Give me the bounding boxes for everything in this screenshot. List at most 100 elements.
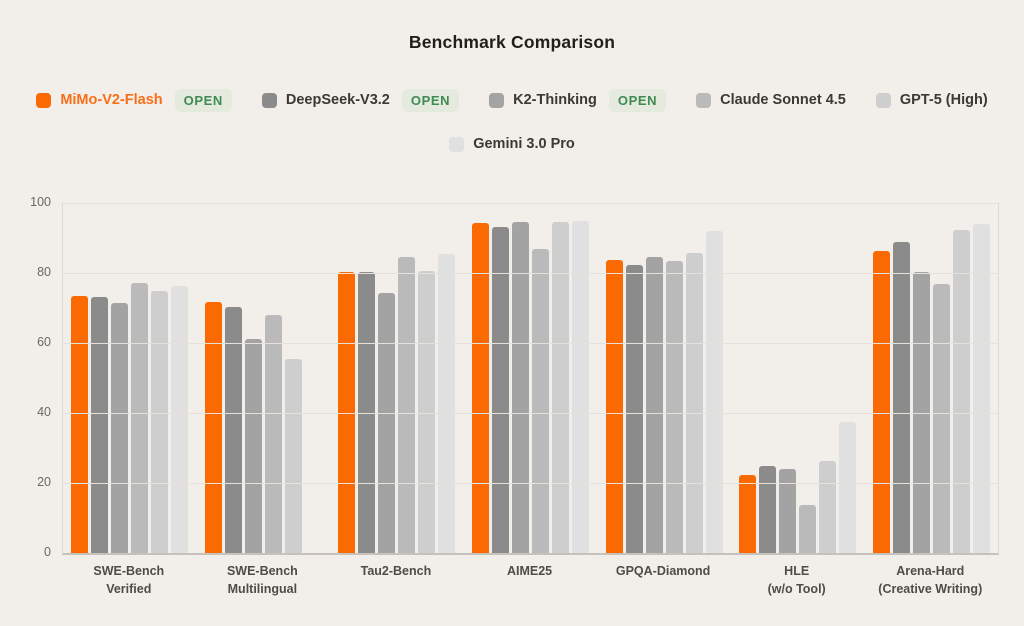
bar bbox=[972, 224, 990, 553]
bar-slot bbox=[799, 203, 817, 553]
bar bbox=[779, 469, 797, 553]
bar-slot bbox=[224, 203, 242, 553]
bar-slot bbox=[378, 203, 396, 553]
bar bbox=[572, 220, 590, 553]
bar-slot bbox=[492, 203, 510, 553]
bar-slot bbox=[398, 203, 416, 553]
chart-legend: MiMo-V2-Flash OPEN DeepSeek-V3.2 OPEN K2-Thi… bbox=[0, 86, 1024, 174]
bar-slot bbox=[892, 203, 910, 553]
bar bbox=[398, 256, 416, 553]
legend-swatch-icon bbox=[875, 92, 891, 108]
legend-swatch-icon bbox=[261, 92, 277, 108]
bar-slot bbox=[131, 203, 149, 553]
bar bbox=[378, 292, 396, 553]
gridline bbox=[63, 273, 998, 274]
bar bbox=[685, 253, 703, 553]
bar-group bbox=[597, 203, 731, 553]
bar-slot bbox=[932, 203, 950, 553]
bar bbox=[952, 229, 970, 553]
bar bbox=[284, 359, 302, 553]
legend-item: Claude Sonnet 4.5 bbox=[696, 92, 846, 108]
bar bbox=[91, 297, 109, 553]
y-axis-tick-label: 20 bbox=[37, 475, 51, 489]
x-axis-category-label: SWE-Bench Multilingual bbox=[226, 564, 298, 597]
bar bbox=[932, 284, 950, 553]
bar-slot bbox=[572, 203, 590, 553]
bar bbox=[625, 264, 643, 553]
y-axis-tick-label: 40 bbox=[37, 405, 51, 419]
bar-slot bbox=[338, 203, 356, 553]
bar-slot bbox=[171, 203, 189, 553]
bar bbox=[438, 254, 456, 553]
x-axis-labels: SWE-Bench Verified SWE-Bench Multilingual… bbox=[62, 562, 997, 598]
bar bbox=[552, 221, 570, 553]
bar-slot bbox=[779, 203, 797, 553]
bar bbox=[492, 226, 510, 553]
legend-item: MiMo-V2-Flash OPEN bbox=[36, 88, 232, 112]
gridline bbox=[63, 483, 998, 484]
bar bbox=[131, 282, 149, 553]
bar bbox=[224, 306, 242, 553]
legend-swatch-icon bbox=[489, 92, 505, 108]
bar-slot bbox=[264, 203, 282, 553]
bar-slot bbox=[972, 203, 990, 553]
bar-slot bbox=[685, 203, 703, 553]
bar-group bbox=[731, 203, 865, 553]
bar bbox=[872, 250, 890, 553]
y-axis-tick-label: 60 bbox=[37, 335, 51, 349]
bar-slot bbox=[472, 203, 490, 553]
legend-swatch-icon bbox=[36, 92, 52, 108]
x-axis-category-label: Arena-Hard (Creative Writing) bbox=[878, 564, 983, 597]
bar-group bbox=[197, 203, 331, 553]
bar-slot bbox=[605, 203, 623, 553]
legend-item: Gemini 3.0 Pro bbox=[449, 136, 575, 152]
bar-slot bbox=[91, 203, 109, 553]
bar-slot bbox=[819, 203, 837, 553]
bar bbox=[739, 475, 757, 553]
gridline bbox=[63, 413, 998, 414]
bar bbox=[605, 260, 623, 553]
bar-group bbox=[330, 203, 464, 553]
bar-slot bbox=[645, 203, 663, 553]
bar bbox=[705, 231, 723, 553]
x-axis-category-label: AIME25 bbox=[506, 564, 553, 578]
bar-group bbox=[864, 203, 998, 553]
bar bbox=[171, 286, 189, 553]
legend-swatch-icon bbox=[449, 136, 465, 152]
bar bbox=[264, 315, 282, 553]
bar bbox=[665, 261, 683, 553]
bar-slot bbox=[625, 203, 643, 553]
legend-label: MiMo-V2-Flash bbox=[60, 92, 163, 108]
bar-group bbox=[464, 203, 598, 553]
bar-group bbox=[63, 203, 197, 553]
bar bbox=[912, 272, 930, 553]
bar bbox=[111, 303, 129, 553]
bar-slot bbox=[705, 203, 723, 553]
bar bbox=[645, 257, 663, 553]
bar-slot bbox=[952, 203, 970, 553]
gridline bbox=[63, 343, 998, 344]
bar-slot bbox=[839, 203, 857, 553]
x-axis-category-label: Tau2-Bench bbox=[360, 564, 432, 578]
plot-area: 0 20 40 60 80 100 bbox=[30, 195, 999, 559]
bar-slot bbox=[418, 203, 436, 553]
legend-item: GPT-5 (High) bbox=[875, 92, 988, 108]
bar-slot bbox=[244, 203, 262, 553]
legend-item: DeepSeek-V3.2 OPEN bbox=[261, 88, 460, 112]
bar bbox=[799, 505, 817, 553]
bar bbox=[358, 271, 376, 553]
bar-slot bbox=[665, 203, 683, 553]
legend-swatch-icon bbox=[696, 92, 712, 108]
bar-groups bbox=[63, 203, 998, 553]
bar-slot bbox=[438, 203, 456, 553]
legend-label: K2-Thinking bbox=[513, 92, 597, 108]
bar bbox=[71, 296, 89, 553]
bar-slot bbox=[872, 203, 890, 553]
open-badge: OPEN bbox=[174, 88, 232, 112]
legend-label: Gemini 3.0 Pro bbox=[473, 136, 575, 152]
bar bbox=[512, 222, 530, 553]
bar-slot bbox=[739, 203, 757, 553]
bar-slot bbox=[912, 203, 930, 553]
y-axis-tick-label: 80 bbox=[37, 265, 51, 279]
bar-slot bbox=[284, 203, 302, 553]
